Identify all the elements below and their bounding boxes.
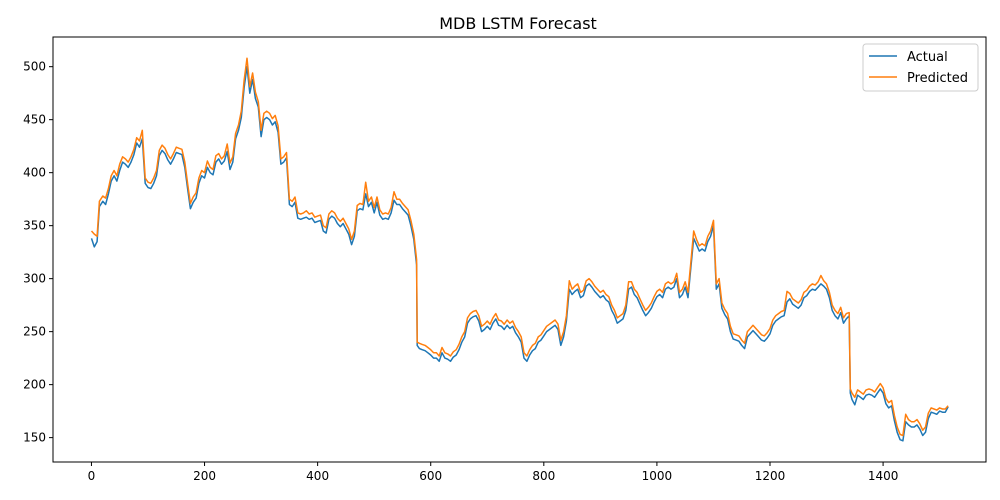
series-line-predicted: [90, 57, 949, 437]
chart-title: MDB LSTM Forecast: [439, 14, 597, 33]
x-tick-label: 800: [532, 469, 555, 483]
y-tick-label: 150: [23, 431, 46, 445]
legend: Actual Predicted: [862, 43, 979, 92]
x-tick-label: 0: [88, 469, 96, 483]
y-tick-label: 400: [23, 166, 46, 180]
legend-label-actual: Actual: [907, 50, 948, 65]
x-tick-label: 1200: [755, 469, 786, 483]
x-tick-label: 1400: [868, 469, 899, 483]
y-tick-label: 200: [23, 378, 46, 392]
y-tick-label: 500: [23, 60, 46, 74]
y-tick-label: 300: [23, 272, 46, 286]
x-tick-label: 1000: [642, 469, 673, 483]
y-tick-label: 350: [23, 219, 46, 233]
y-tick-label: 250: [23, 325, 46, 339]
x-tick-label: 400: [306, 469, 329, 483]
x-axis: 0 200 400 600 800 1000 1200 1400: [88, 462, 899, 483]
legend-label-predicted: Predicted: [907, 71, 968, 86]
x-tick-label: 200: [193, 469, 216, 483]
x-tick-label: 600: [419, 469, 442, 483]
plot-series: [90, 57, 949, 442]
y-tick-label: 450: [23, 113, 46, 127]
y-axis: 150 200 250 300 350 400 450 500: [23, 60, 53, 445]
plot-frame: [52, 36, 987, 463]
